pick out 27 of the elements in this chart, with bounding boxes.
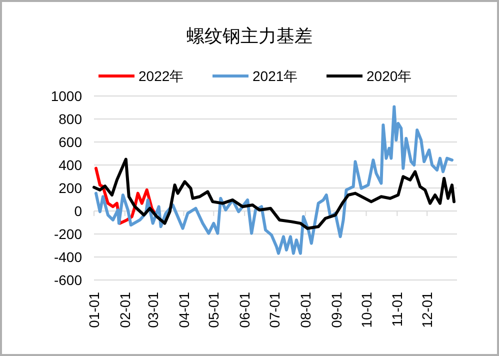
y-tick-label: 0: [74, 203, 82, 219]
chart-title: 螺纹钢主力基差: [186, 26, 312, 46]
line-series: [92, 158, 456, 230]
x-tick-label: 05-01: [206, 292, 222, 328]
line-series: [94, 105, 454, 255]
legend-label: 2022年: [138, 68, 184, 84]
y-tick-label: 1000: [50, 88, 82, 104]
x-tick-label: 02-01: [116, 292, 133, 328]
x-tick-label: 01-01: [86, 292, 102, 328]
x-tick-label: 09-01: [328, 292, 344, 328]
x-tick-label: 04-01: [176, 292, 192, 328]
y-tick-label: 800: [58, 111, 82, 127]
y-tick-label: -600: [54, 272, 82, 288]
x-tick-label: 12-01: [419, 292, 436, 328]
x-tick-label: 10-01: [358, 292, 374, 328]
x-tick-label: 03-01: [144, 292, 161, 328]
y-tick-label: 400: [58, 157, 82, 173]
x-tick-label: 11-01: [389, 292, 406, 327]
x-tick-label: 07-01: [266, 292, 283, 328]
x-tick-label: 06-01: [236, 292, 253, 328]
y-tick-label: -200: [54, 226, 82, 242]
y-tick-label: 600: [58, 134, 82, 150]
legend-label: 2020年: [366, 68, 412, 84]
legend-label: 2021年: [252, 68, 298, 84]
y-tick-label: 200: [58, 180, 82, 196]
y-tick-label: -400: [54, 249, 82, 265]
x-tick-label: 08-01: [297, 292, 314, 328]
